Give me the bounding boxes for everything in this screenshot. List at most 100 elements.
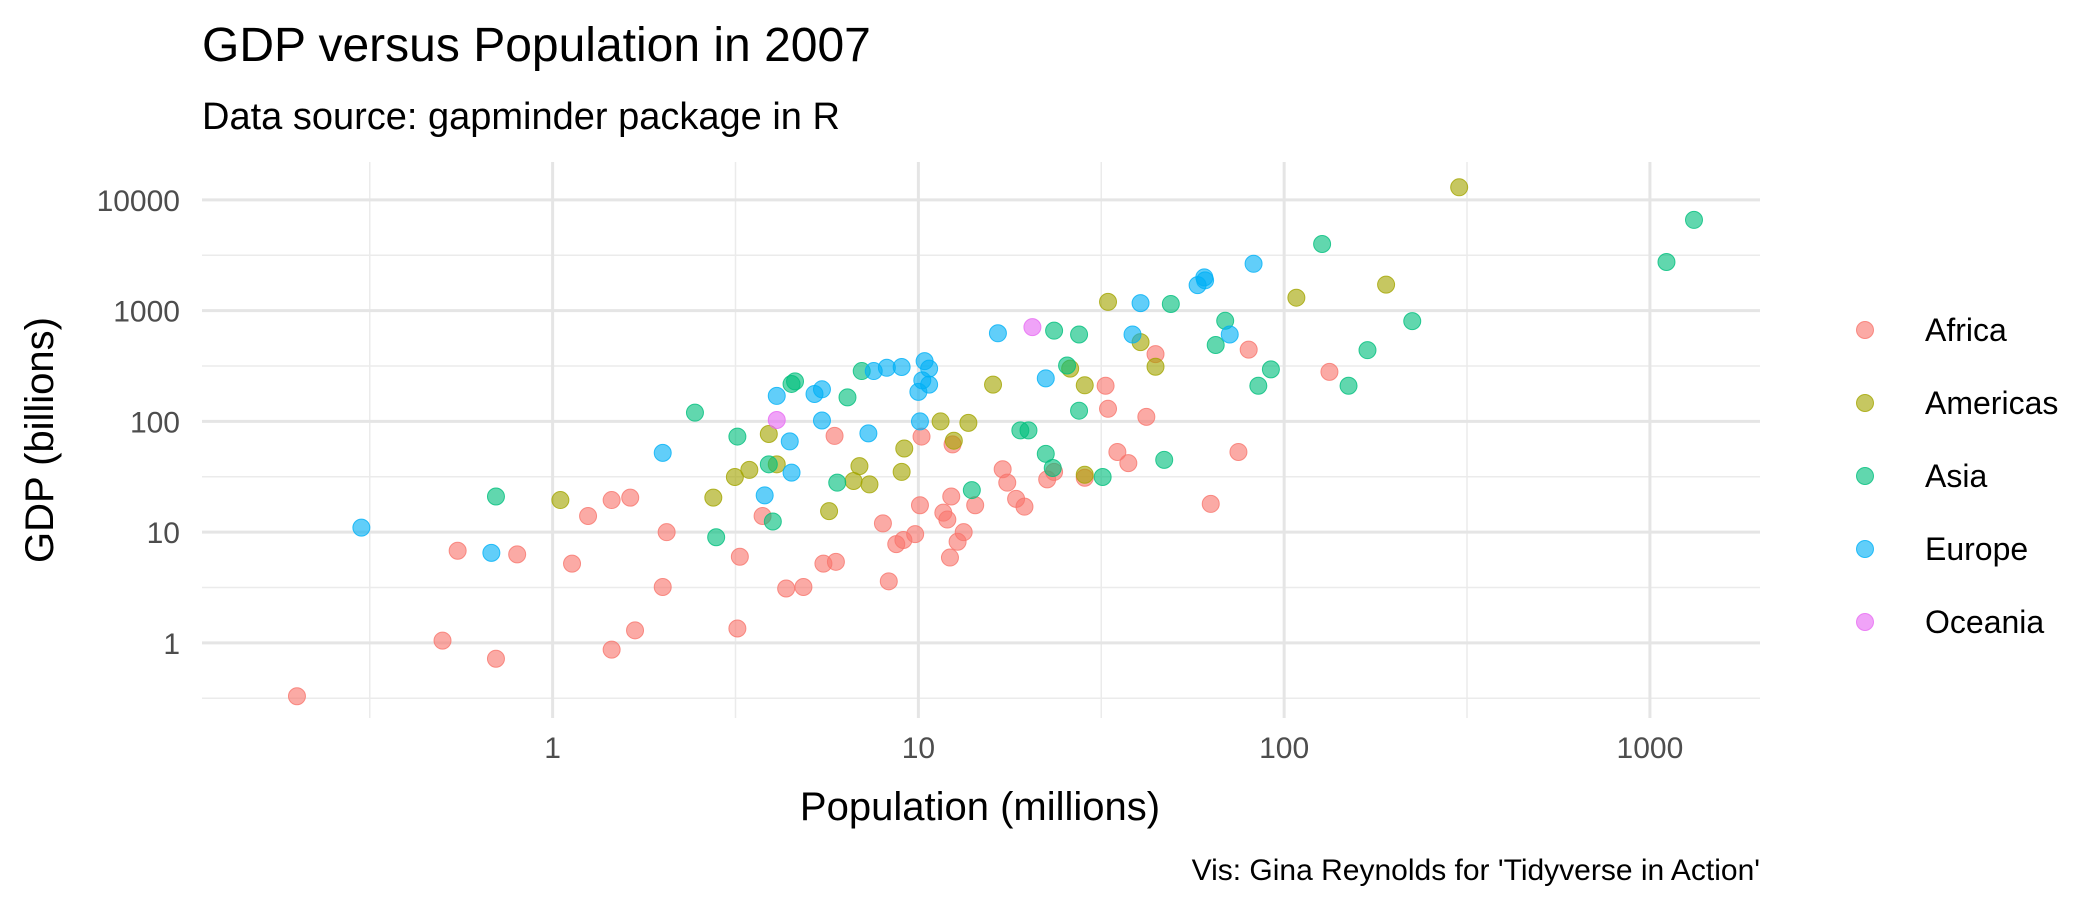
data-point-africa (938, 510, 957, 529)
data-point-africa (728, 619, 747, 638)
data-point-asia (1045, 321, 1064, 340)
x-tick-label: 100 (1259, 732, 1309, 765)
data-point-asia (1155, 450, 1174, 469)
data-point-americas (895, 439, 914, 458)
data-point-africa (626, 621, 645, 640)
x-axis-ticks: 1 10 100 1000 (544, 732, 1683, 765)
data-point-americas (860, 475, 879, 494)
data-point-asia (728, 427, 747, 446)
data-point-europe (920, 375, 939, 394)
data-point-africa (602, 491, 621, 510)
data-point-americas (820, 502, 839, 521)
data-point-europe (1220, 325, 1239, 344)
data-point-asia (1403, 312, 1422, 331)
chart-subtitle: Data source: gapminder package in R (202, 96, 840, 138)
data-point-americas (931, 412, 950, 431)
data-point-americas (1075, 376, 1094, 395)
data-point-asia (1019, 421, 1038, 440)
data-point-americas (1099, 292, 1118, 311)
data-point-africa (1099, 399, 1118, 418)
minor-gridlines (202, 162, 1760, 718)
data-point-asia (1684, 210, 1703, 229)
legend-label-europe: Europe (1925, 531, 2028, 567)
data-point-africa (942, 487, 961, 506)
data-point-europe (1123, 325, 1142, 344)
legend-key-europe (1856, 540, 1874, 558)
data-point-africa (873, 514, 892, 533)
y-tick-label: 1 (163, 628, 180, 661)
data-point-americas (551, 491, 570, 510)
data-point-africa (602, 640, 621, 659)
data-point-americas (984, 375, 1003, 394)
data-point-africa (940, 548, 959, 567)
data-point-europe (1131, 294, 1150, 313)
data-point-africa (912, 427, 931, 446)
data-point-europe (767, 386, 786, 405)
x-axis-title: Population (millions) (800, 785, 1160, 829)
data-point-africa (1015, 497, 1034, 516)
data-point-asia (685, 403, 704, 422)
data-point-asia (838, 388, 857, 407)
data-point-africa (910, 496, 929, 515)
data-point-asia (1657, 253, 1676, 272)
data-point-africa (826, 552, 845, 571)
data-point-asia (486, 487, 505, 506)
y-axis-ticks: 1 10 100 1000 10000 (97, 185, 180, 661)
major-gridlines (202, 162, 1760, 718)
y-tick-label: 10 (147, 517, 180, 550)
data-point-africa (1108, 442, 1127, 461)
data-point-africa (1320, 362, 1339, 381)
data-point-americas (1450, 178, 1469, 197)
data-point-africa (1239, 340, 1258, 359)
data-point-americas (759, 425, 778, 444)
data-point-asia (1339, 376, 1358, 395)
data-point-asia (1093, 467, 1112, 486)
data-point-americas (959, 413, 978, 432)
data-point-asia (828, 473, 847, 492)
data-point-africa (621, 488, 640, 507)
data-point-asia (763, 512, 782, 531)
data-point-europe (1196, 271, 1215, 290)
data-point-europe (920, 359, 939, 378)
data-point-americas (1287, 288, 1306, 307)
data-point-europe (910, 412, 929, 431)
chart-title: GDP versus Population in 2007 (202, 19, 871, 72)
data-points (287, 178, 1703, 706)
data-point-africa (1119, 454, 1138, 473)
x-tick-label: 1000 (1617, 732, 1684, 765)
legend-label-africa: Africa (1925, 312, 2007, 348)
x-tick-label: 1 (544, 732, 561, 765)
y-tick-label: 100 (130, 406, 180, 439)
data-point-africa (1229, 442, 1248, 461)
data-point-americas (1377, 275, 1396, 294)
data-point-africa (563, 554, 582, 573)
data-point-americas (725, 467, 744, 486)
data-point-asia (962, 481, 981, 500)
y-tick-label: 1000 (113, 296, 180, 329)
x-tick-label: 10 (902, 732, 935, 765)
data-point-asia (1058, 356, 1077, 375)
y-axis-title: GDP (billions) (18, 317, 62, 563)
legend-label-asia: Asia (1925, 458, 1987, 494)
data-point-africa (966, 496, 985, 515)
legend-key-oceania (1856, 613, 1874, 631)
data-point-europe (352, 518, 371, 537)
data-point-africa (1201, 494, 1220, 513)
data-point-africa (433, 631, 452, 650)
chart-caption: Vis: Gina Reynolds for 'Tidyverse in Act… (1192, 854, 1760, 887)
data-point-asia (1070, 325, 1089, 344)
data-point-asia (786, 372, 805, 391)
data-point-americas (704, 488, 723, 507)
legend: Africa Americas Asia Europe Oceania (1856, 312, 2058, 640)
data-point-europe (653, 443, 672, 462)
data-point-asia (1043, 458, 1062, 477)
data-point-oceania (1023, 318, 1042, 337)
data-point-africa (954, 523, 973, 542)
data-point-africa (879, 572, 898, 591)
data-point-asia (1313, 234, 1332, 253)
legend-key-africa (1856, 321, 1874, 339)
data-point-europe (755, 486, 774, 505)
data-point-americas (892, 462, 911, 481)
data-point-asia (1358, 341, 1377, 360)
